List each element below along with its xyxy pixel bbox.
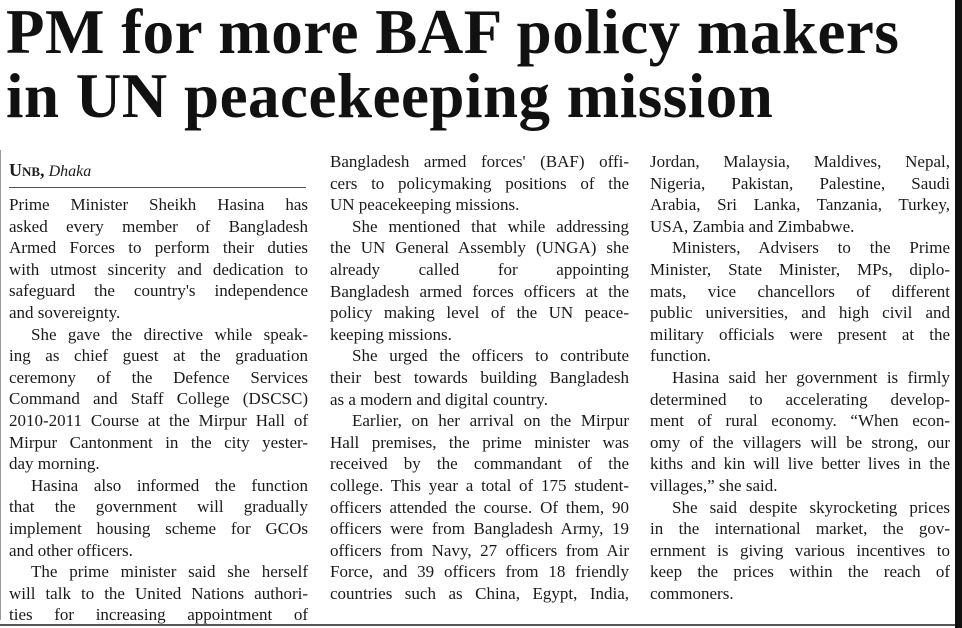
text-line: cers to policymaking positions of the xyxy=(330,173,629,193)
headline-line-2: in UN peacekeeping mission xyxy=(6,61,774,131)
text-line: Hall premises, the prime minister was xyxy=(330,432,629,452)
byline-agency: Unb, xyxy=(9,160,45,180)
paragraph: Prime Minister Sheikh Hasina has asked ev… xyxy=(9,194,308,324)
text-line: in the international market, the gov- xyxy=(650,519,950,539)
text-line: officers were from Bangladesh Army, 19 xyxy=(330,519,629,539)
article-column-3: Jordan, Malaysia, Maldives, Nepal, Nigeri… xyxy=(650,151,950,604)
byline: Unb, Dhaka xyxy=(9,160,91,181)
paragraph: Jordan, Malaysia, Maldives, Nepal, Nigeri… xyxy=(650,151,950,237)
article-column-1: Prime Minister Sheikh Hasina has asked ev… xyxy=(9,194,308,626)
text-line: public universities, and high civil and xyxy=(650,303,950,323)
text-line: asked every member of Bangladesh xyxy=(9,216,308,236)
left-column-rule xyxy=(0,150,1,620)
text-line: 2010-2011 Course at the Mirpur Hall of xyxy=(9,410,308,430)
text-line: commoners. xyxy=(650,583,734,603)
text-line: the UN General Assembly (UNGA) she xyxy=(330,238,629,258)
byline-city: Dhaka xyxy=(48,163,92,180)
text-line: will talk to the United Nations authori- xyxy=(9,583,308,603)
text-line: ment of rural economy. “When econ- xyxy=(650,411,950,431)
paragraph: She said despite skyrocketing prices in t… xyxy=(650,497,950,605)
text-line: that the government will gradually xyxy=(9,497,308,517)
scan-edge-bar xyxy=(955,0,962,628)
text-line: as a modern and digital country. xyxy=(330,389,548,409)
text-line: college. This year a total of 175 studen… xyxy=(330,475,629,495)
paragraph: She urged the officers to contribute thei… xyxy=(330,345,629,410)
text-line: She urged the officers to contribute xyxy=(352,346,629,366)
text-line: already called for appointing xyxy=(330,259,629,279)
text-line: received by the commandant of the xyxy=(330,454,629,474)
text-line: villages,” she said. xyxy=(650,475,778,495)
text-line: ernment is giving various incentives to xyxy=(650,540,950,560)
text-line: and sovereignty. xyxy=(9,302,121,322)
text-line: safeguard the country's independence xyxy=(9,281,308,301)
text-line: implement housing scheme for GCOs xyxy=(9,518,308,538)
paragraph: Hasina said her government is firmly dete… xyxy=(650,367,950,497)
text-line: ceremony of the Defence Services xyxy=(9,367,308,387)
text-line: Bangladesh armed forces officers at the xyxy=(330,281,629,301)
text-line: She said despite skyrocketing prices xyxy=(672,497,950,517)
article-column-2: Bangladesh armed forces' (BAF) offi-cers… xyxy=(330,151,629,604)
text-line: Minister, State Minister, MPs, diplo- xyxy=(650,259,950,279)
paragraph: The prime minister said she herself will … xyxy=(9,561,308,626)
text-line: Ministers, Advisers to the Prime xyxy=(672,238,950,258)
text-line: and other officers. xyxy=(9,540,133,560)
text-line: countries such as China, Egypt, India, xyxy=(330,583,629,603)
text-line: determined to accelerating develop- xyxy=(650,389,950,409)
paragraph: Ministers, Advisers to the Prime Minister… xyxy=(650,237,950,367)
text-line: Mirpur Cantonment in the city yester- xyxy=(9,432,308,452)
text-line: Nigeria, Pakistan, Palestine, Saudi xyxy=(650,173,950,193)
bottom-rule xyxy=(0,624,955,626)
text-line: USA, Zambia and Zimbabwe. xyxy=(650,216,855,236)
text-line: keep the prices within the reach of xyxy=(650,562,950,582)
paragraph: Earlier, on her arrival on the Mirpur Hal… xyxy=(330,410,629,604)
text-line: Prime Minister Sheikh Hasina has xyxy=(9,195,308,214)
text-line: She mentioned that while addressing xyxy=(352,216,629,236)
paragraph: Hasina also informed the function that th… xyxy=(9,475,308,561)
text-line: Arabia, Sri Lanka, Tanzania, Turkey, xyxy=(650,195,950,215)
text-line: ing as chief guest at the graduation xyxy=(9,346,308,366)
text-line: Hasina said her government is firmly xyxy=(672,367,950,387)
text-line: their best towards building Bangladesh xyxy=(330,367,629,387)
text-line: omy of the villagers will be strong, our xyxy=(650,432,950,452)
text-line: Armed Forces to perform their duties xyxy=(9,238,308,258)
text-line: Hasina also informed the function xyxy=(31,475,308,495)
text-line: day morning. xyxy=(9,454,100,474)
text-line: keeping missions. xyxy=(330,324,452,344)
text-line: officers from Navy, 27 officers from Air xyxy=(330,540,629,560)
text-line: Command and Staff College (DSCSC) xyxy=(9,389,308,409)
byline-rule xyxy=(9,187,306,188)
paragraph: She mentioned that while addressing the U… xyxy=(330,216,629,346)
text-line: function. xyxy=(650,346,711,366)
paragraph: She gave the directive while speak-ing a… xyxy=(9,324,308,475)
paragraph: Bangladesh armed forces' (BAF) offi-cers… xyxy=(330,151,629,216)
text-line: officers attended the course. Of them, 9… xyxy=(330,497,629,517)
headline: PM for more BAF policy makers in UN peac… xyxy=(6,0,950,128)
text-line: Force, and 39 officers from 18 friendly xyxy=(330,562,629,582)
text-line: military officials were present at the xyxy=(650,324,950,344)
headline-line-1: PM for more BAF policy makers xyxy=(6,0,900,67)
text-line: ties for increasing appointment of xyxy=(9,605,308,625)
text-line: Earlier, on her arrival on the Mirpur xyxy=(352,411,629,431)
text-line: The prime minister said she herself xyxy=(31,562,308,582)
text-line: Jordan, Malaysia, Maldives, Nepal, xyxy=(650,152,950,171)
text-line: Bangladesh armed forces' (BAF) offi- xyxy=(330,152,629,171)
text-line: with utmost sincerity and dedication to xyxy=(9,259,308,279)
text-line: UN peacekeeping missions. xyxy=(330,195,520,215)
text-line: kiths and kin will live better lives in … xyxy=(650,454,950,474)
text-line: policy making level of the UN peace- xyxy=(330,303,629,323)
text-line: mats, vice chancellors of different xyxy=(650,281,950,301)
text-line: She gave the directive while speak- xyxy=(31,324,308,344)
